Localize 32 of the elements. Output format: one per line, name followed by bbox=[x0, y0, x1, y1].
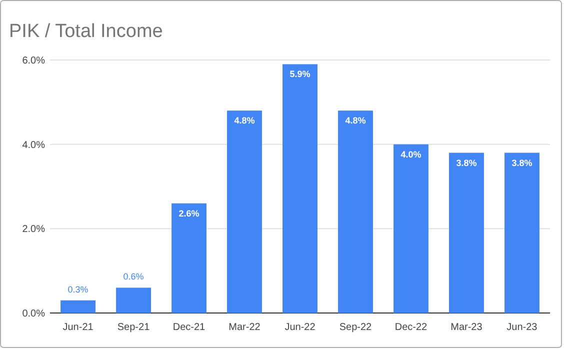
data-label: 0.6% bbox=[123, 272, 144, 282]
bar bbox=[116, 288, 151, 313]
y-tick-label: 2.0% bbox=[22, 224, 46, 236]
data-label: 3.8% bbox=[456, 158, 477, 168]
x-tick-label: Jun-22 bbox=[284, 322, 316, 333]
data-label: 5.9% bbox=[290, 69, 310, 80]
x-tick-label: Mar-22 bbox=[228, 322, 261, 333]
x-tick-label: Dec-21 bbox=[172, 322, 206, 333]
y-tick-label: 4.0% bbox=[22, 140, 46, 151]
y-tick-label: 0.0% bbox=[22, 308, 46, 320]
data-label: 2.6% bbox=[178, 208, 200, 218]
bar bbox=[338, 110, 373, 313]
bar bbox=[504, 152, 540, 313]
x-tick-label: Jun-23 bbox=[506, 322, 538, 333]
x-tick-label: Sep-21 bbox=[117, 322, 150, 333]
y-tick-label: 6.0% bbox=[22, 56, 46, 66]
bar bbox=[394, 144, 428, 313]
bar bbox=[172, 203, 206, 313]
bar bbox=[282, 64, 318, 313]
chart-title: PIK / Total Income bbox=[9, 21, 163, 42]
x-tick-label: Dec-22 bbox=[394, 322, 428, 333]
data-label: 4.0% bbox=[400, 149, 422, 160]
data-label: 3.8% bbox=[512, 158, 532, 168]
x-tick-label: Mar-23 bbox=[450, 322, 483, 333]
bar bbox=[449, 152, 484, 313]
bar bbox=[227, 110, 262, 313]
bar bbox=[60, 300, 96, 313]
data-label: 0.3% bbox=[68, 284, 88, 294]
data-label: 4.8% bbox=[345, 116, 366, 126]
x-tick-label: Jun-21 bbox=[62, 322, 94, 333]
data-label: 4.8% bbox=[234, 116, 255, 126]
x-tick-label: Sep-22 bbox=[339, 322, 372, 333]
